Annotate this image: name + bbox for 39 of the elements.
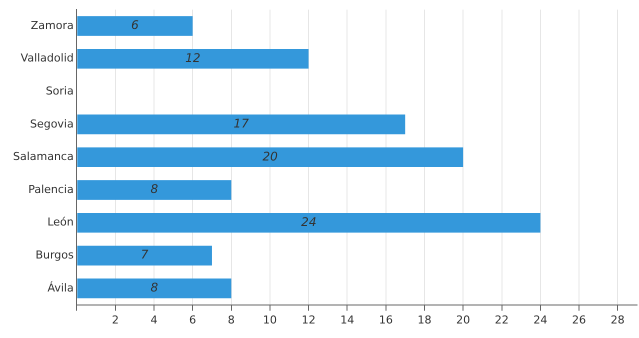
data-label: 8: [150, 182, 158, 196]
y-tick-label: Segovia: [30, 117, 74, 130]
x-tick-label: 12: [302, 313, 316, 326]
x-tick-label: 26: [572, 313, 586, 326]
y-tick-label: León: [47, 216, 74, 229]
y-tick-label: Valladolid: [20, 52, 74, 65]
bar: [77, 212, 540, 233]
x-tick-label: 18: [417, 313, 432, 326]
bar: [77, 48, 309, 69]
bar: [77, 246, 212, 266]
x-tick-label: 28: [610, 313, 625, 326]
data-label: 7: [140, 248, 149, 262]
x-tick-label: 22: [494, 313, 509, 326]
data-label: 24: [301, 214, 316, 229]
y-tick-label: Zamora: [30, 18, 74, 32]
data-label: 8: [150, 280, 158, 295]
data-label: 17: [234, 116, 250, 131]
bar: [77, 16, 193, 36]
x-tick-label: 4: [150, 313, 158, 326]
x-tick-label: 16: [378, 313, 393, 326]
x-tick-label: 6: [189, 313, 196, 326]
bar: [77, 114, 406, 134]
y-tick-label: Soria: [46, 84, 74, 98]
bar: [77, 147, 464, 168]
data-label: 6: [131, 18, 140, 32]
x-tick-label: 24: [533, 313, 548, 326]
x-tick-label: 20: [456, 313, 470, 326]
bar: [77, 278, 232, 298]
x-tick-label: 14: [340, 313, 354, 326]
x-tick-label: 8: [228, 313, 235, 326]
bar: [77, 180, 232, 200]
data-label: 12: [185, 50, 201, 65]
y-tick-label: Palencia: [28, 182, 74, 196]
x-tick-label: 2: [112, 313, 119, 326]
y-tick-label: Burgos: [35, 248, 74, 262]
y-tick-label: Ávila: [47, 280, 74, 294]
data-label: 20: [262, 149, 278, 164]
x-tick-label: 10: [262, 313, 277, 326]
y-tick-label: Salamanca: [12, 150, 74, 164]
